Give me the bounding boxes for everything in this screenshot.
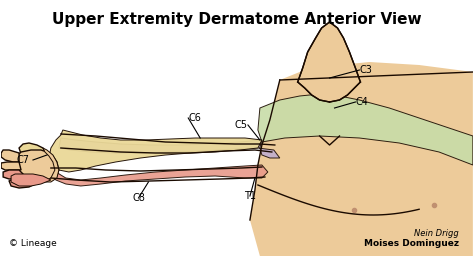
Polygon shape (258, 94, 473, 165)
Text: T1: T1 (244, 191, 256, 201)
Polygon shape (298, 22, 360, 102)
Text: C3: C3 (359, 65, 372, 75)
Polygon shape (1, 150, 19, 162)
Polygon shape (49, 130, 262, 172)
Polygon shape (9, 178, 35, 188)
Polygon shape (250, 62, 473, 256)
Polygon shape (43, 148, 59, 182)
Polygon shape (59, 138, 280, 158)
Polygon shape (49, 160, 268, 186)
Text: C5: C5 (235, 120, 248, 130)
Polygon shape (1, 162, 21, 170)
Text: © Lineage: © Lineage (9, 239, 57, 248)
Text: C8: C8 (132, 193, 145, 203)
Polygon shape (11, 150, 59, 182)
Text: C7: C7 (16, 155, 29, 165)
Polygon shape (3, 170, 25, 179)
Text: C6: C6 (188, 113, 201, 123)
Polygon shape (11, 174, 51, 186)
Text: Nein Drigg: Nein Drigg (414, 229, 459, 238)
Polygon shape (19, 143, 47, 160)
Text: Moises Dominguez: Moises Dominguez (364, 239, 459, 248)
Text: Upper Extremity Dermatome Anterior View: Upper Extremity Dermatome Anterior View (52, 12, 422, 27)
Text: C4: C4 (356, 97, 368, 107)
